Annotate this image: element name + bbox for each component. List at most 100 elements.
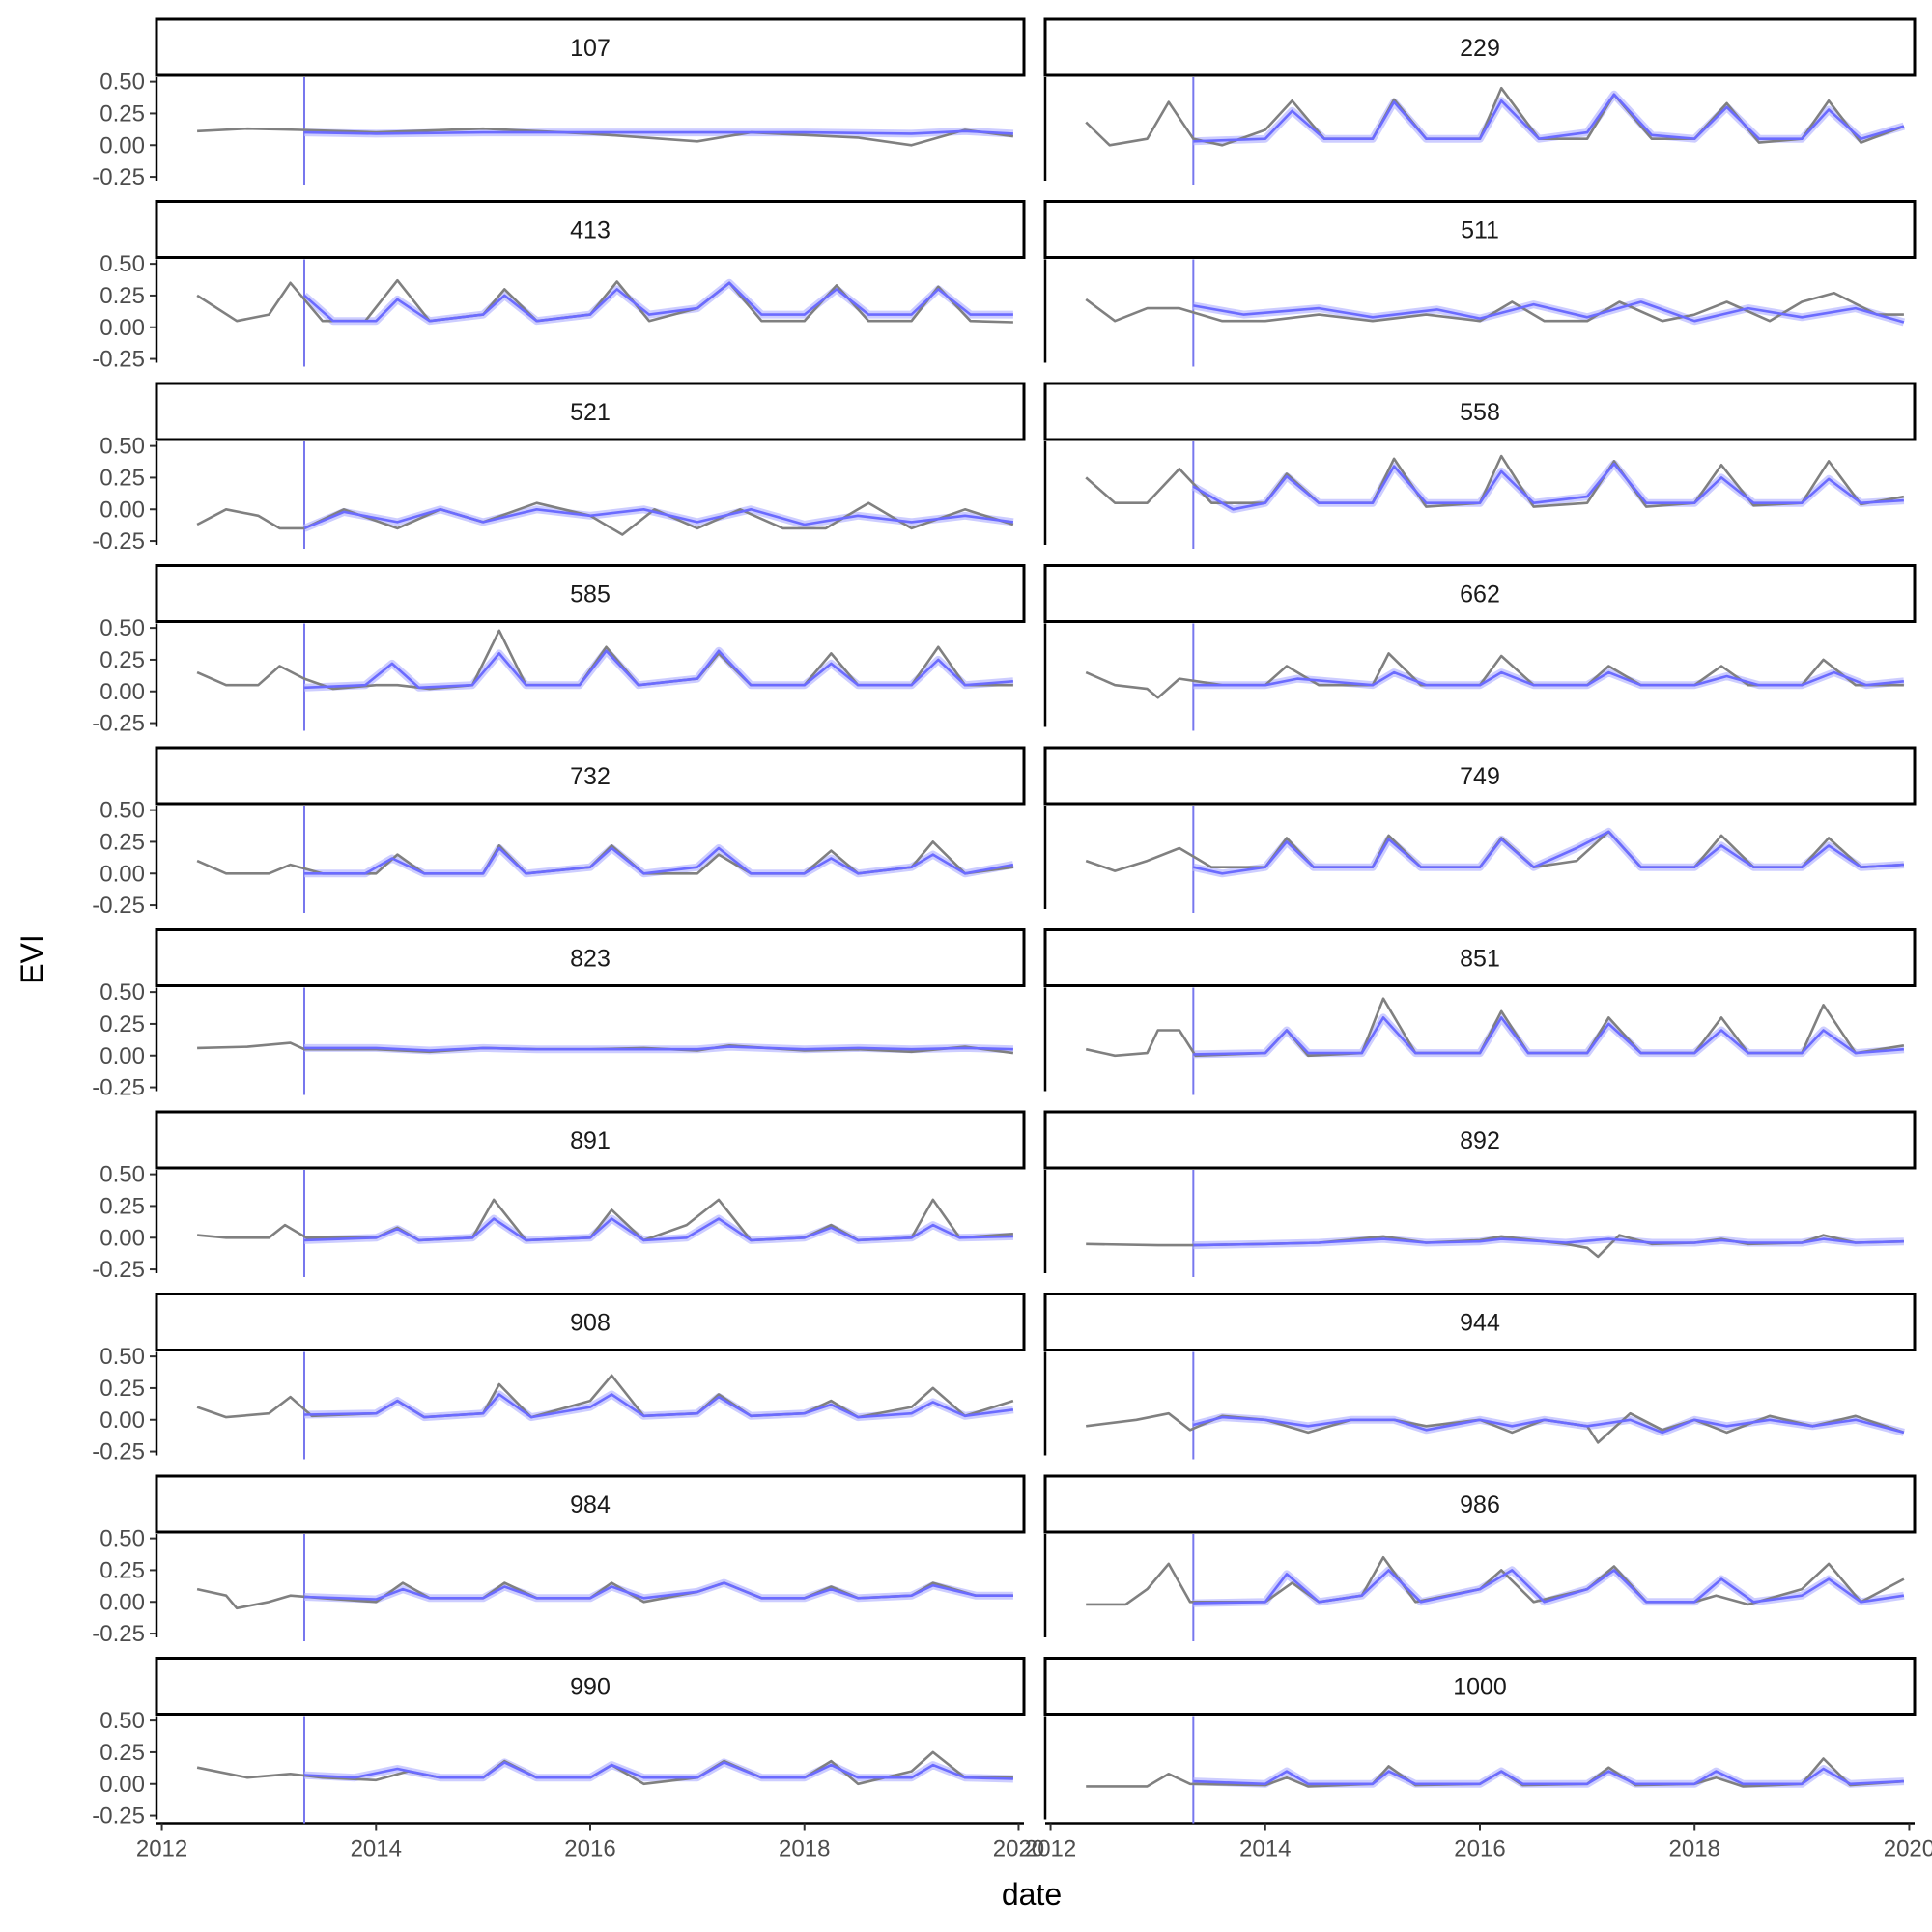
y-tick-label: 0.00 — [99, 497, 145, 523]
y-tick-label: -0.25 — [92, 711, 145, 737]
facet-strip — [155, 200, 1026, 259]
facet-558: 558 — [1043, 382, 1917, 549]
facet-strip — [155, 382, 1026, 441]
facet-strip — [155, 746, 1026, 806]
observed-line — [1085, 292, 1904, 323]
y-tick-label: -0.25 — [92, 528, 145, 554]
y-tick-label: 0.00 — [99, 1043, 145, 1069]
facet-strip — [155, 1293, 1026, 1351]
facet-strip — [1043, 746, 1917, 806]
y-tick-label: 0.00 — [99, 132, 145, 158]
facet-strip-label: 984 — [570, 1492, 611, 1519]
y-tick-label: 0.50 — [99, 251, 145, 277]
facet-strip-label: 944 — [1460, 1310, 1500, 1337]
facet-strip-label: 662 — [1460, 582, 1500, 609]
x-tick-label: 2014 — [1239, 1836, 1291, 1862]
facet-413: 413 0.50 0.25 0.00 -0.25 — [92, 200, 1026, 373]
facet-strip-label: 986 — [1460, 1492, 1500, 1519]
predicted-line — [1193, 1016, 1905, 1056]
facet-662: 662 — [1043, 564, 1917, 731]
facet-strip — [1043, 564, 1917, 623]
prediction-band — [1193, 1765, 1905, 1788]
facet-strip-label: 521 — [570, 399, 611, 426]
facet-521: 521 0.50 0.25 0.00 -0.25 — [92, 382, 1026, 554]
y-tick-label: 0.25 — [99, 465, 145, 491]
y-tick-label: -0.25 — [92, 347, 145, 373]
facet-749: 749 — [1043, 746, 1917, 913]
facet-585: 585 0.50 0.25 0.00 -0.25 — [92, 564, 1026, 737]
observed-line — [196, 629, 1013, 691]
facet-strip — [1043, 1110, 1917, 1170]
predicted-line — [304, 1045, 1013, 1052]
y-tick-label: 0.50 — [99, 70, 145, 96]
y-tick-label: -0.25 — [92, 1621, 145, 1647]
facet-strip-label: 990 — [570, 1674, 611, 1701]
x-tick-label: 2020 — [993, 1836, 1044, 1862]
predicted-line — [1193, 830, 1904, 875]
facet-strip — [155, 928, 1026, 987]
y-tick-label: 0.50 — [99, 1162, 145, 1188]
y-axis-title: EVI — [14, 934, 49, 984]
facet-strip — [155, 17, 1026, 77]
facet-strip — [1043, 382, 1917, 441]
facet-strip-label: 891 — [570, 1127, 611, 1154]
y-tick-label: 0.25 — [99, 1740, 145, 1766]
facet-strip-label: 732 — [570, 763, 611, 790]
facet-strip-label: 413 — [570, 217, 611, 244]
predicted-line — [303, 1217, 1013, 1242]
facet-strip — [155, 1474, 1026, 1534]
y-tick-label: 0.00 — [99, 315, 145, 341]
x-tick-label: 2018 — [1669, 1836, 1720, 1862]
y-tick-label: 0.50 — [99, 1708, 145, 1734]
facet-851: 851 — [1043, 928, 1917, 1095]
facet-strip-label: 892 — [1460, 1127, 1500, 1154]
x-tick-label: 2012 — [136, 1836, 187, 1862]
y-tick-label: 0.50 — [99, 798, 145, 824]
facet-986: 986 — [1043, 1474, 1917, 1641]
y-tick-label: 0.00 — [99, 1225, 145, 1251]
facet-strip-label: 107 — [570, 35, 611, 62]
predicted-line — [1192, 1415, 1905, 1435]
facet-823: 823 0.50 0.25 0.00 -0.25 — [92, 928, 1026, 1101]
facet-strip — [1043, 1657, 1917, 1716]
facet-1000: 1000 2012 2014 2016 2018 2020 — [1025, 1657, 1932, 1862]
predicted-line — [304, 846, 1014, 875]
y-tick-label: 0.50 — [99, 434, 145, 460]
predicted-line — [1192, 462, 1904, 511]
y-tick-label: 0.50 — [99, 1526, 145, 1552]
y-tick-label: 0.00 — [99, 1589, 145, 1615]
x-tick-label: 2018 — [779, 1836, 830, 1862]
y-tick-label: 0.25 — [99, 283, 145, 309]
y-tick-label: 0.00 — [99, 679, 145, 705]
predicted-line — [303, 1761, 1013, 1780]
y-tick-label: -0.25 — [92, 1257, 145, 1283]
y-tick-label: 0.25 — [99, 829, 145, 855]
x-tick-label: 2020 — [1884, 1836, 1932, 1862]
x-axis-title: date — [1002, 1877, 1062, 1912]
observed-line — [196, 278, 1013, 324]
predicted-line — [1193, 300, 1905, 324]
y-tick-label: -0.25 — [92, 1075, 145, 1101]
predicted-line — [1193, 1237, 1904, 1247]
y-tick-label: 0.00 — [99, 1772, 145, 1798]
facet-984: 984 0.50 0.25 0.00 -0.25 — [92, 1474, 1026, 1647]
facet-944: 944 — [1043, 1293, 1917, 1460]
predicted-line — [1193, 1767, 1904, 1786]
facet-908: 908 0.50 0.25 0.00 -0.25 — [92, 1293, 1026, 1465]
facet-panels: 107 0.50 0.25 0.00 -0.25 229 413 0.50 0.25 0.00 -0… — [92, 17, 1932, 1862]
facet-strip — [155, 564, 1026, 623]
y-tick-label: 0.00 — [99, 1407, 145, 1434]
predicted-line — [303, 508, 1014, 530]
y-tick-label: 0.50 — [99, 615, 145, 641]
x-tick-label: 2016 — [1454, 1836, 1505, 1862]
predicted-line — [1193, 670, 1905, 687]
facet-732: 732 0.50 0.25 0.00 -0.25 — [92, 746, 1026, 919]
facet-strip — [1043, 1293, 1917, 1351]
predicted-line — [1193, 1569, 1905, 1605]
facet-990: 990 0.50 0.25 0.00 -0.25 2012 2014 2016 2018 2020 — [92, 1657, 1044, 1862]
facet-strip-label: 1000 — [1453, 1674, 1507, 1701]
y-tick-label: -0.25 — [92, 164, 145, 190]
facet-strip-label: 823 — [570, 946, 611, 973]
predicted-line — [303, 129, 1013, 135]
facet-strip — [1043, 928, 1917, 987]
